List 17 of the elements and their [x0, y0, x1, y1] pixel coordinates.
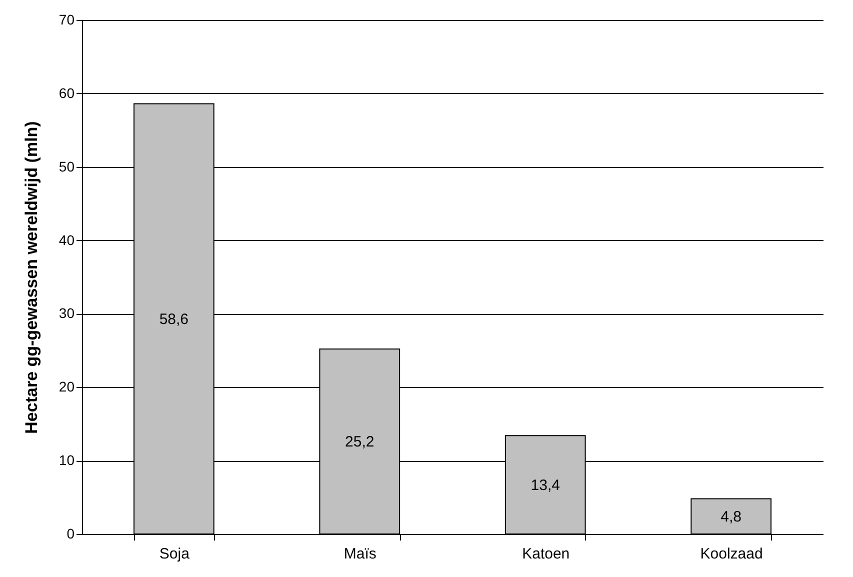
y-tick-label: 10 [58, 452, 75, 468]
y-tick-label: 70 [58, 12, 75, 28]
x-tick-label: Soja [159, 546, 190, 562]
y-tick-label: 30 [58, 305, 75, 322]
data-label: 13,4 [530, 476, 560, 494]
y-tick-label: 50 [58, 158, 75, 174]
x-tick-label: Katoen [522, 546, 570, 562]
y-axis-title: Hectare gg-gewassen wereldwijd (mln) [22, 121, 41, 434]
y-tick-label: 20 [58, 378, 75, 395]
y-tick-label: 60 [58, 84, 75, 101]
data-label: 4,8 [720, 508, 742, 526]
y-tick-label: 0 [66, 526, 75, 542]
x-tick-label: Maïs [344, 546, 376, 562]
y-tick-label: 40 [58, 232, 75, 248]
x-tick-label: Koolzaad [700, 546, 763, 562]
data-label: 25,2 [345, 433, 374, 450]
data-label: 58,6 [159, 310, 189, 328]
